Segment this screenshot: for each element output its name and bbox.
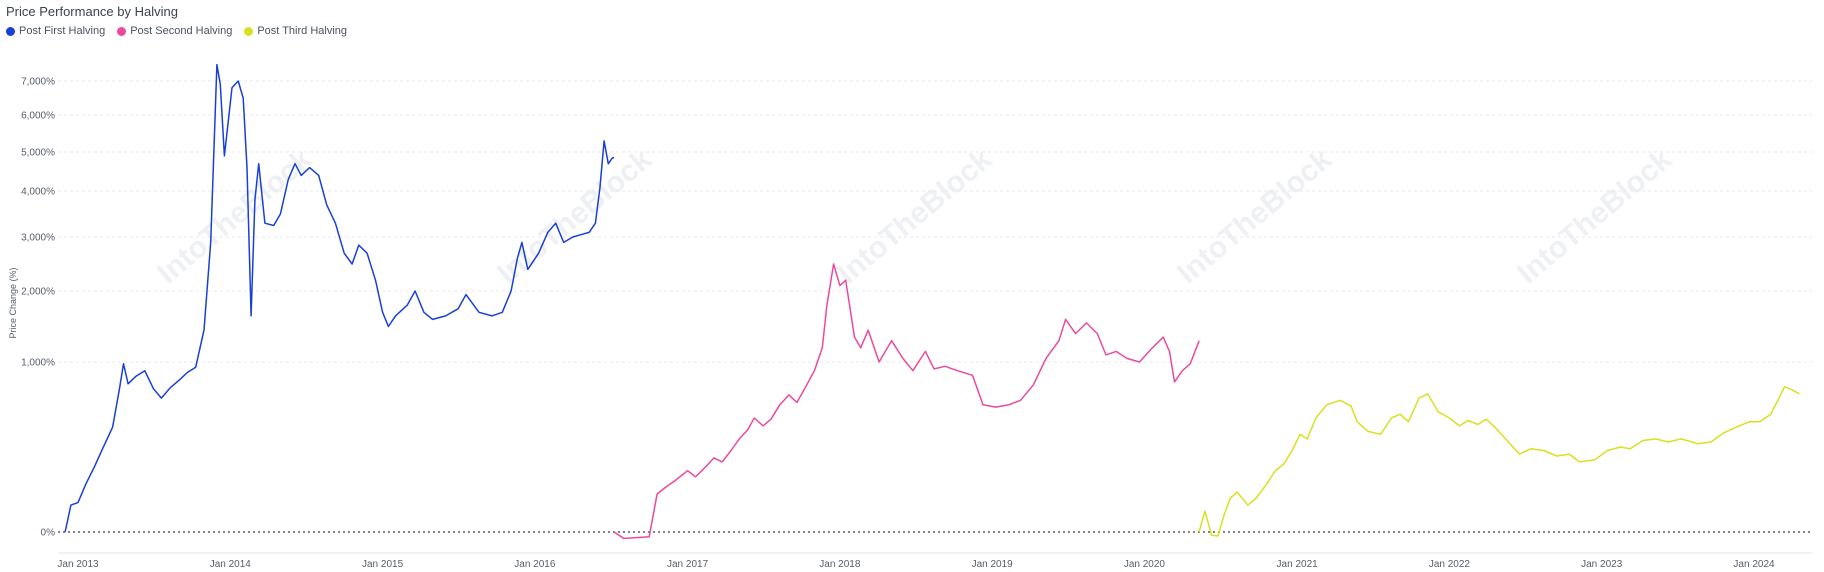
chart-title: Price Performance by Halving [6, 4, 178, 19]
y-tick-label-2: 2,000% [21, 287, 55, 298]
series-layer [64, 63, 1800, 540]
y-tick-label-4: 4,000% [21, 187, 55, 198]
y-tick-label-5: 5,000% [21, 148, 55, 159]
x-tick-label-9: Jan 2022 [1429, 559, 1471, 570]
x-tick-label-1: Jan 2014 [210, 559, 252, 570]
x-axis: Jan 2013 Jan 2014 Jan 2015 Jan 2016 Jan 2017… [57, 552, 1812, 570]
series-line-2 [1198, 386, 1800, 537]
legend-dot-third [244, 26, 254, 36]
x-tick-label-6: Jan 2019 [972, 559, 1014, 570]
legend-label-third: Post Third Halving [257, 25, 347, 37]
x-tick-label-5: Jan 2018 [819, 559, 861, 570]
y-tick-label-6: 6,000% [21, 111, 55, 122]
series-line-1 [613, 263, 1200, 540]
y-axis-label: Price Change (%) [8, 267, 18, 338]
y-tick-label-1: 1,000% [21, 358, 55, 369]
legend-item-third-halving[interactable]: Post Third Halving [244, 25, 347, 37]
x-tick-label-2: Jan 2015 [362, 559, 404, 570]
legend: Post First Halving Post Second Halving P… [6, 25, 347, 37]
y-axis: 0% 1,000% 2,000% 3,000% 4,000% 5,000% 6,000% 7,… [21, 77, 55, 539]
legend-item-first-halving[interactable]: Post First Halving [6, 25, 105, 37]
x-tick-label-8: Jan 2021 [1277, 559, 1319, 570]
y-tick-label-3: 3,000% [21, 233, 55, 244]
legend-dot-second [117, 26, 127, 36]
series-line-0 [64, 63, 615, 533]
x-tick-label-7: Jan 2020 [1124, 559, 1166, 570]
legend-label-second: Post Second Halving [130, 25, 233, 37]
x-tick-label-10: Jan 2023 [1581, 559, 1623, 570]
legend-item-second-halving[interactable]: Post Second Halving [117, 25, 232, 37]
legend-label-first: Post First Halving [19, 25, 106, 37]
y-tick-label-7: 7,000% [21, 77, 55, 88]
y-tick-label-0: 0% [41, 528, 56, 539]
x-tick-label-3: Jan 2016 [514, 559, 556, 570]
x-tick-label-4: Jan 2017 [667, 559, 709, 570]
grid-layer [58, 80, 1812, 533]
x-tick-label-11: Jan 2024 [1733, 559, 1775, 570]
x-tick-label-0: Jan 2013 [57, 559, 99, 570]
legend-dot-first [6, 26, 15, 36]
